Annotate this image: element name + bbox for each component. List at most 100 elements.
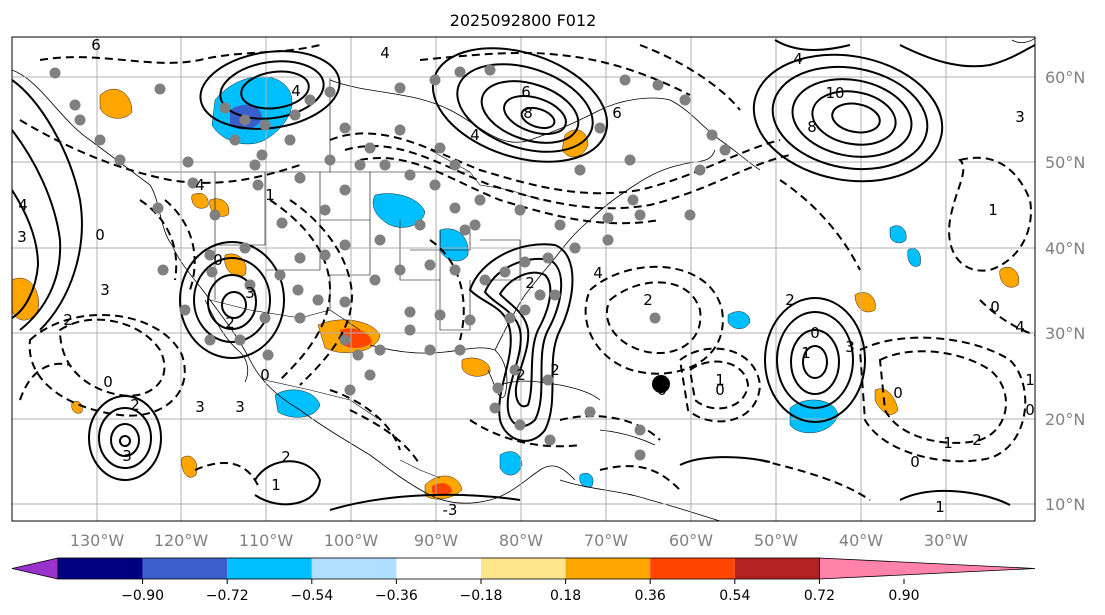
colorbar-frame <box>57 557 820 580</box>
observation-dot <box>549 289 561 301</box>
red-region-central-am <box>432 483 452 495</box>
contour-label: 0 <box>910 453 920 471</box>
observation-dot <box>379 159 391 171</box>
longitude-labels: 130°W 120°W 110°W 100°W 90°W 80°W 70°W 60°W 50°W… <box>70 531 968 550</box>
contour-label: 2 <box>550 361 560 379</box>
colorbar-label: −0.54 <box>290 588 333 604</box>
observation-dot <box>274 269 286 281</box>
observation-dot <box>49 67 61 79</box>
observation-dot <box>289 109 301 121</box>
observation-dot <box>352 349 364 361</box>
contour-label: 1 <box>801 344 811 362</box>
observation-dot <box>394 124 406 136</box>
contour-label: 4 <box>291 82 301 100</box>
colorbar-swatch <box>396 558 481 579</box>
observation-dot <box>434 309 446 321</box>
observation-dot <box>244 279 256 291</box>
observation-dot <box>544 434 556 446</box>
observation-dot <box>262 349 274 361</box>
observation-dot <box>449 202 461 214</box>
contour-label: 3 <box>235 398 245 416</box>
contour-label: 4 <box>195 176 205 194</box>
observation-dot <box>492 382 504 394</box>
lon-label: 130°W <box>70 531 125 550</box>
observation-dot <box>292 284 304 296</box>
observation-dot <box>339 184 351 196</box>
lat-label: 50°N <box>1045 153 1085 172</box>
observation-dot <box>339 239 351 251</box>
contour-label: 0 <box>657 381 667 399</box>
contour-label: 0 <box>990 298 1000 316</box>
observation-dot <box>256 149 268 161</box>
observation-dot <box>157 264 169 276</box>
observation-dot <box>187 177 199 189</box>
contour-label: 1 <box>935 498 945 516</box>
contour-label: 0 <box>213 251 223 269</box>
gridlines <box>12 37 1035 521</box>
lat-label: 60°N <box>1045 68 1085 87</box>
lat-label: 10°N <box>1045 495 1085 514</box>
contour-label: -3 <box>443 501 458 519</box>
colorbar-label: 0.36 <box>635 588 666 604</box>
observation-dot <box>239 114 251 126</box>
contour-label: 1 <box>715 371 725 389</box>
observation-dot <box>179 304 191 316</box>
blue-region-mexico <box>274 389 321 418</box>
contour-label: 8 <box>523 104 533 122</box>
observation-dot <box>594 122 606 134</box>
map-title: 2025092800 F012 <box>450 11 597 30</box>
observation-dot <box>424 344 436 356</box>
contour-label: 0 <box>1025 401 1035 419</box>
colorbar-label: 0.18 <box>550 588 581 604</box>
contour-label: 4 <box>18 196 28 214</box>
orange-region-pacific <box>181 455 198 478</box>
lon-label: 60°W <box>669 531 713 550</box>
contour-label: 0 <box>103 373 113 391</box>
storm-center-marker <box>652 375 670 393</box>
observation-dot <box>319 204 331 216</box>
observation-dot <box>619 74 631 86</box>
observation-dot <box>69 99 81 111</box>
colorbar-extend-high <box>819 557 1036 580</box>
observation-dot <box>434 142 446 154</box>
observation-dot <box>312 294 324 306</box>
observation-dot <box>454 344 466 356</box>
lat-label: 20°N <box>1045 410 1085 429</box>
observation-dot <box>304 94 316 106</box>
observation-dot <box>684 209 696 221</box>
blue-region-small3 <box>907 248 921 267</box>
observation-dot <box>294 252 306 264</box>
contour-label: 1 <box>1025 371 1035 389</box>
observation-dot <box>574 164 586 176</box>
observation-dot <box>454 66 466 78</box>
observation-dot <box>404 169 416 181</box>
observation-dot <box>74 114 86 126</box>
observation-dot <box>554 219 566 231</box>
observation-dot <box>509 364 521 376</box>
colorbar-swatch <box>650 558 735 579</box>
observation-dot <box>152 202 164 214</box>
observation-dot <box>479 274 491 286</box>
lon-label: 70°W <box>584 531 628 550</box>
colorbar-label: −0.72 <box>206 588 249 604</box>
contour-label: 3 <box>195 398 205 416</box>
observation-dot <box>234 334 246 346</box>
map-frame <box>11 36 1036 522</box>
observation-dot <box>249 159 261 171</box>
contour-label: 3 <box>17 228 27 246</box>
observation-dot <box>602 234 614 246</box>
contour-label: 1 <box>265 186 275 204</box>
lon-label: 40°W <box>839 531 883 550</box>
contour-label: 8 <box>807 118 817 136</box>
observation-dot <box>324 154 336 166</box>
observation-dot <box>694 164 706 176</box>
contour-label: 2 <box>785 291 795 309</box>
contour-label: 1 <box>943 434 953 452</box>
observation-dot <box>394 264 406 276</box>
observation-dot <box>429 74 441 86</box>
observation-dot <box>364 369 376 381</box>
observation-dot <box>294 172 306 184</box>
blue-region-small1 <box>727 311 751 329</box>
observation-dot <box>154 83 166 95</box>
